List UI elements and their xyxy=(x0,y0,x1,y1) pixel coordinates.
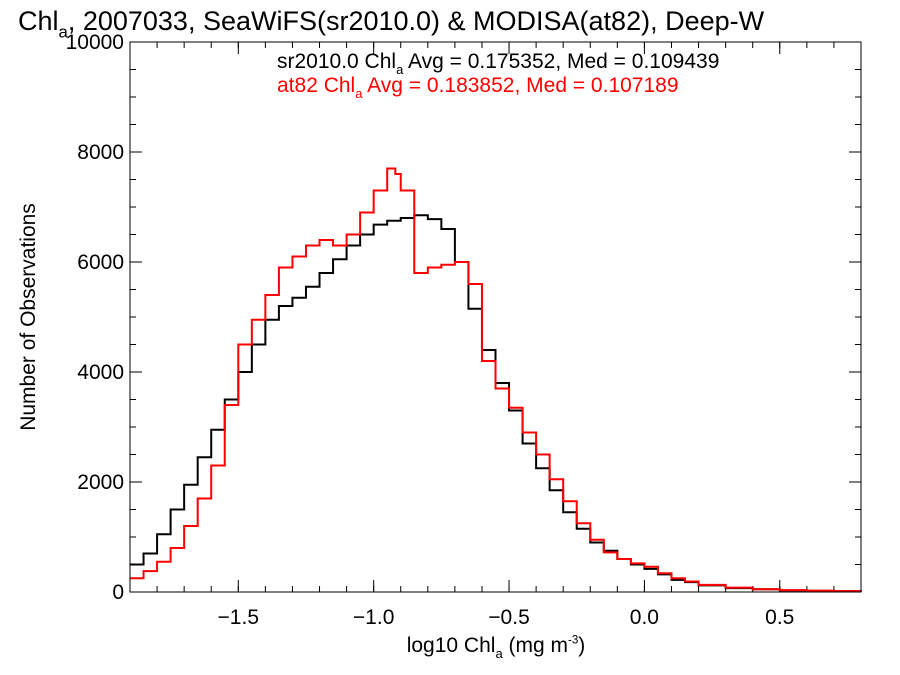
chart-title: Chla, 2007033, SeaWiFS(sr2010.0) & MODIS… xyxy=(18,6,765,42)
x-axis-label: log10 Chla (mg m-3) xyxy=(407,634,586,661)
axis-ticks xyxy=(129,41,862,593)
x-tick-label: −1.5 xyxy=(218,606,259,629)
x-tick-label: −1.0 xyxy=(353,606,394,629)
y-tick-label: 4000 xyxy=(77,361,124,384)
legend-entry-at82: at82 Chla Avg = 0.183852, Med = 0.107189 xyxy=(277,74,679,101)
plot-frame xyxy=(129,41,862,593)
y-tick-label: 6000 xyxy=(77,251,124,274)
y-axis-label: Number of Observations xyxy=(17,203,40,431)
legend-entry-sr2010: sr2010.0 Chla Avg = 0.175352, Med = 0.10… xyxy=(277,50,719,77)
series-line-sr2010 xyxy=(130,214,862,593)
series-layer xyxy=(130,167,862,593)
y-tick-label: 10000 xyxy=(66,31,124,54)
x-tick-label: 0.5 xyxy=(765,606,794,629)
y-tick-label: 2000 xyxy=(77,471,124,494)
y-tick-label: 8000 xyxy=(77,141,124,164)
y-tick-labels: 0 2000 4000 6000 8000 10000 xyxy=(66,31,124,604)
y-tick-label: 0 xyxy=(112,581,124,604)
legend: sr2010.0 Chla Avg = 0.175352, Med = 0.10… xyxy=(277,50,719,101)
series-line-at82 xyxy=(130,167,862,593)
x-tick-label: −0.5 xyxy=(488,606,529,629)
x-tick-label: 0.0 xyxy=(630,606,659,629)
x-tick-labels: −1.5 −1.0 −0.5 0.0 0.5 xyxy=(218,606,795,629)
